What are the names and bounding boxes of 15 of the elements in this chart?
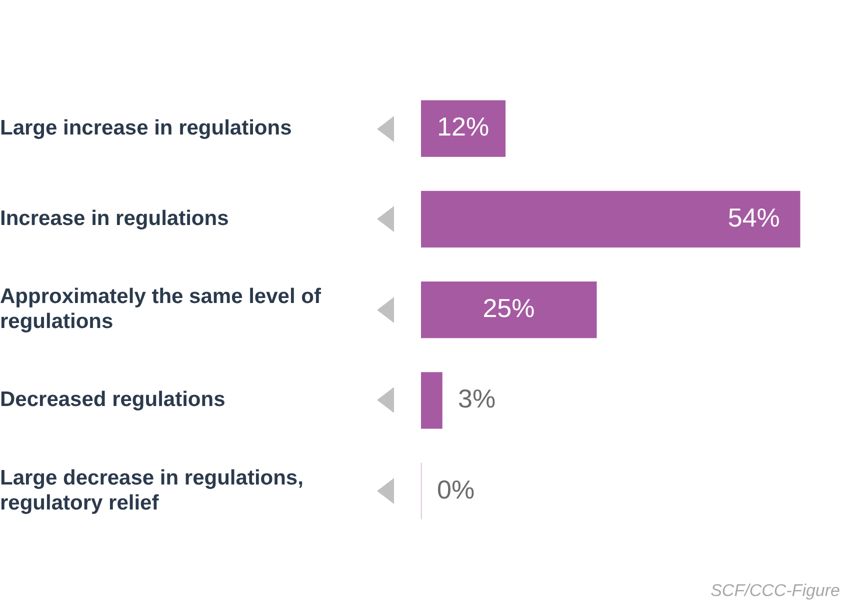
y-tick-label: Increase in regulations <box>0 206 229 230</box>
y-tick-label: Large decrease in regulations, regulatory relief <box>0 466 304 514</box>
data-label: 0% <box>437 474 475 504</box>
bar <box>421 100 506 157</box>
data-label: 3% <box>458 384 496 414</box>
bar <box>421 190 800 248</box>
text: SCF/CCC-Figure <box>710 581 840 601</box>
y-tick-label: Large increase in regulations <box>0 116 292 140</box>
bar <box>421 281 597 338</box>
data-label: 25% <box>482 292 535 323</box>
data-label: 12% <box>437 112 490 142</box>
data-label: 54% <box>728 202 780 232</box>
y-tick-label: Approximately the same level of regulations <box>0 284 322 334</box>
y-tick-label: Decreased regulations <box>0 388 226 412</box>
bar <box>421 372 442 429</box>
